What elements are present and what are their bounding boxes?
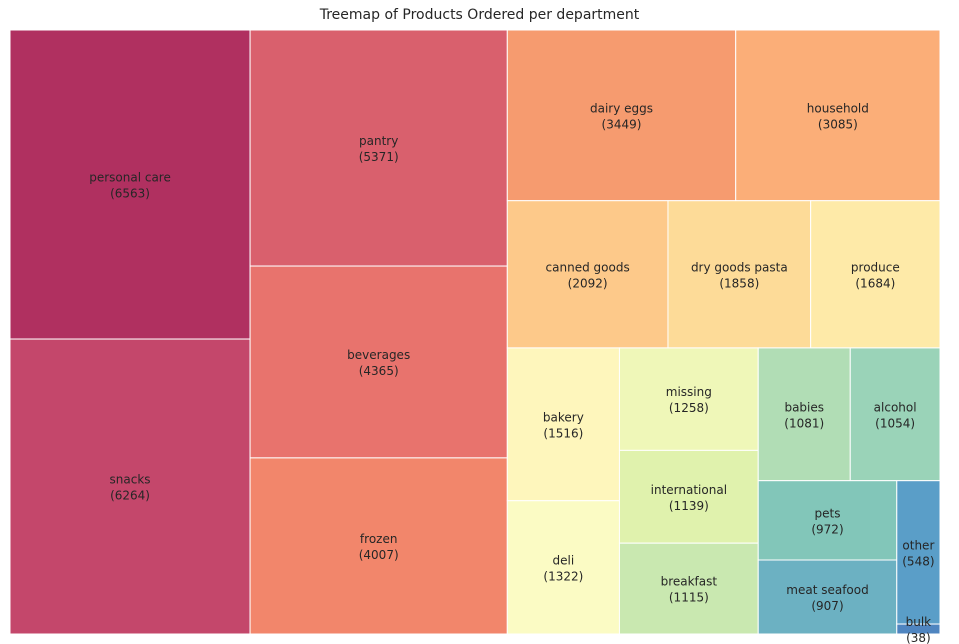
cell-pantry: pantry (5371) <box>249 29 508 267</box>
cell-bulk: bulk (38) <box>896 615 941 644</box>
cell-label-missing: missing <box>666 385 712 399</box>
cell-rect-bakery <box>506 347 620 502</box>
cell-household: household (3085) <box>735 29 941 202</box>
cell-value-household: (3085) <box>818 117 858 131</box>
cell-produce: produce (1684) <box>810 200 941 349</box>
cell-dairy-eggs: dairy eggs (3449) <box>506 29 737 202</box>
cell-value-bakery: (1516) <box>543 426 583 440</box>
cell-value-produce: (1684) <box>855 276 895 290</box>
cell-value-bulk: (38) <box>906 631 931 644</box>
cell-value-beverages: (4365) <box>359 364 399 378</box>
cell-personal-care: personal care (6563) <box>9 29 251 340</box>
cell-label-snacks: snacks <box>110 473 151 487</box>
cell-label-dairy-eggs: dairy eggs <box>590 101 653 115</box>
cell-rect-missing <box>618 347 759 451</box>
chart-title: Treemap of Products Ordered per departme… <box>319 7 640 23</box>
cell-rect-beverages <box>249 265 508 459</box>
cell-value-alcohol: (1054) <box>875 416 915 430</box>
cell-canned-goods: canned goods (2092) <box>506 200 669 349</box>
cell-value-frozen: (4007) <box>359 548 399 562</box>
cell-international: international (1139) <box>618 449 759 544</box>
cell-rect-frozen <box>249 457 508 635</box>
cell-value-deli: (1322) <box>543 569 583 583</box>
cell-alcohol: alcohol (1054) <box>849 347 941 482</box>
cell-snacks: snacks (6264) <box>9 338 251 635</box>
cell-label-dry-goods-pasta: dry goods pasta <box>691 260 788 274</box>
cell-other: other (548) <box>896 480 941 625</box>
cell-label-deli: deli <box>553 553 575 567</box>
cell-value-pets: (972) <box>811 522 843 536</box>
cell-frozen: frozen (4007) <box>249 457 508 635</box>
cell-rect-meat-seafood <box>757 559 898 635</box>
cell-label-international: international <box>651 483 727 497</box>
cell-label-bulk: bulk <box>906 615 932 629</box>
cell-rect-international <box>618 449 759 544</box>
cell-label-pets: pets <box>815 506 841 520</box>
cell-value-pantry: (5371) <box>359 150 399 164</box>
cell-label-pantry: pantry <box>359 134 398 148</box>
cell-label-bakery: bakery <box>543 410 584 424</box>
cell-label-frozen: frozen <box>360 532 398 546</box>
cell-pets: pets (972) <box>757 480 898 561</box>
cell-label-babies: babies <box>784 400 824 414</box>
cell-label-household: household <box>807 101 869 115</box>
cell-label-produce: produce <box>851 260 900 274</box>
cell-value-international: (1139) <box>669 499 709 513</box>
cell-rect-snacks <box>9 338 251 635</box>
cell-label-beverages: beverages <box>347 348 410 362</box>
cell-value-babies: (1081) <box>784 416 824 430</box>
cell-rect-dairy-eggs <box>506 29 737 202</box>
cell-deli: deli (1322) <box>506 500 620 635</box>
cell-value-canned-goods: (2092) <box>568 276 608 290</box>
cell-label-other: other <box>902 538 934 552</box>
cell-label-meat-seafood: meat seafood <box>786 583 868 597</box>
cell-value-meat-seafood: (907) <box>811 599 843 613</box>
cell-beverages: beverages (4365) <box>249 265 508 459</box>
cell-value-breakfast: (1115) <box>669 591 709 605</box>
cell-rect-canned-goods <box>506 200 669 349</box>
cell-value-personal-care: (6563) <box>110 187 150 201</box>
cell-dry-goods-pasta: dry goods pasta (1858) <box>667 200 812 349</box>
cell-label-alcohol: alcohol <box>874 400 917 414</box>
cell-rect-breakfast <box>618 542 759 635</box>
cell-rect-other <box>896 480 941 625</box>
cell-value-dairy-eggs: (3449) <box>602 117 642 131</box>
cell-label-breakfast: breakfast <box>661 575 718 589</box>
cell-rect-alcohol <box>849 347 941 482</box>
cell-rect-household <box>735 29 941 202</box>
cell-label-personal-care: personal care <box>89 171 171 185</box>
cell-value-dry-goods-pasta: (1858) <box>719 276 759 290</box>
cell-rect-bulk <box>896 623 941 635</box>
cell-rect-dry-goods-pasta <box>667 200 812 349</box>
cell-value-snacks: (6264) <box>110 489 150 503</box>
cell-missing: missing (1258) <box>618 347 759 451</box>
cell-rect-deli <box>506 500 620 635</box>
cell-label-canned-goods: canned goods <box>546 260 630 274</box>
cell-babies: babies (1081) <box>757 347 851 482</box>
cell-breakfast: breakfast (1115) <box>618 542 759 635</box>
cell-bakery: bakery (1516) <box>506 347 620 502</box>
cell-value-other: (548) <box>902 554 934 568</box>
cell-meat-seafood: meat seafood (907) <box>757 559 898 635</box>
cell-value-missing: (1258) <box>669 401 709 415</box>
cell-rect-pets <box>757 480 898 561</box>
